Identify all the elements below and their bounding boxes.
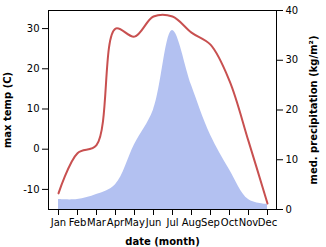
svg-text:20: 20	[286, 104, 299, 115]
svg-text:20: 20	[27, 63, 40, 74]
svg-text:Jul: Jul	[165, 217, 178, 228]
svg-text:Nov: Nov	[239, 217, 259, 228]
svg-text:-10: -10	[23, 184, 39, 195]
svg-text:Aug: Aug	[182, 217, 202, 228]
svg-text:Apr: Apr	[107, 217, 125, 228]
svg-text:40: 40	[286, 5, 299, 16]
svg-text:May: May	[124, 217, 145, 228]
svg-text:max temp (C): max temp (C)	[2, 72, 13, 148]
svg-text:Jun: Jun	[145, 217, 162, 228]
svg-text:0: 0	[286, 204, 292, 215]
svg-text:Mar: Mar	[87, 217, 107, 228]
svg-text:Feb: Feb	[69, 217, 87, 228]
svg-text:10: 10	[27, 103, 40, 114]
svg-text:30: 30	[286, 54, 299, 65]
svg-text:Sep: Sep	[201, 217, 220, 228]
svg-text:0: 0	[33, 143, 39, 154]
svg-text:Dec: Dec	[258, 217, 277, 228]
svg-text:30: 30	[27, 23, 40, 34]
svg-text:Jan: Jan	[50, 217, 66, 228]
svg-text:med. precipitation (kg/m²): med. precipitation (kg/m²)	[308, 35, 319, 184]
svg-text:Oct: Oct	[221, 217, 238, 228]
svg-text:10: 10	[286, 154, 299, 165]
svg-text:date (month): date (month)	[125, 236, 199, 247]
